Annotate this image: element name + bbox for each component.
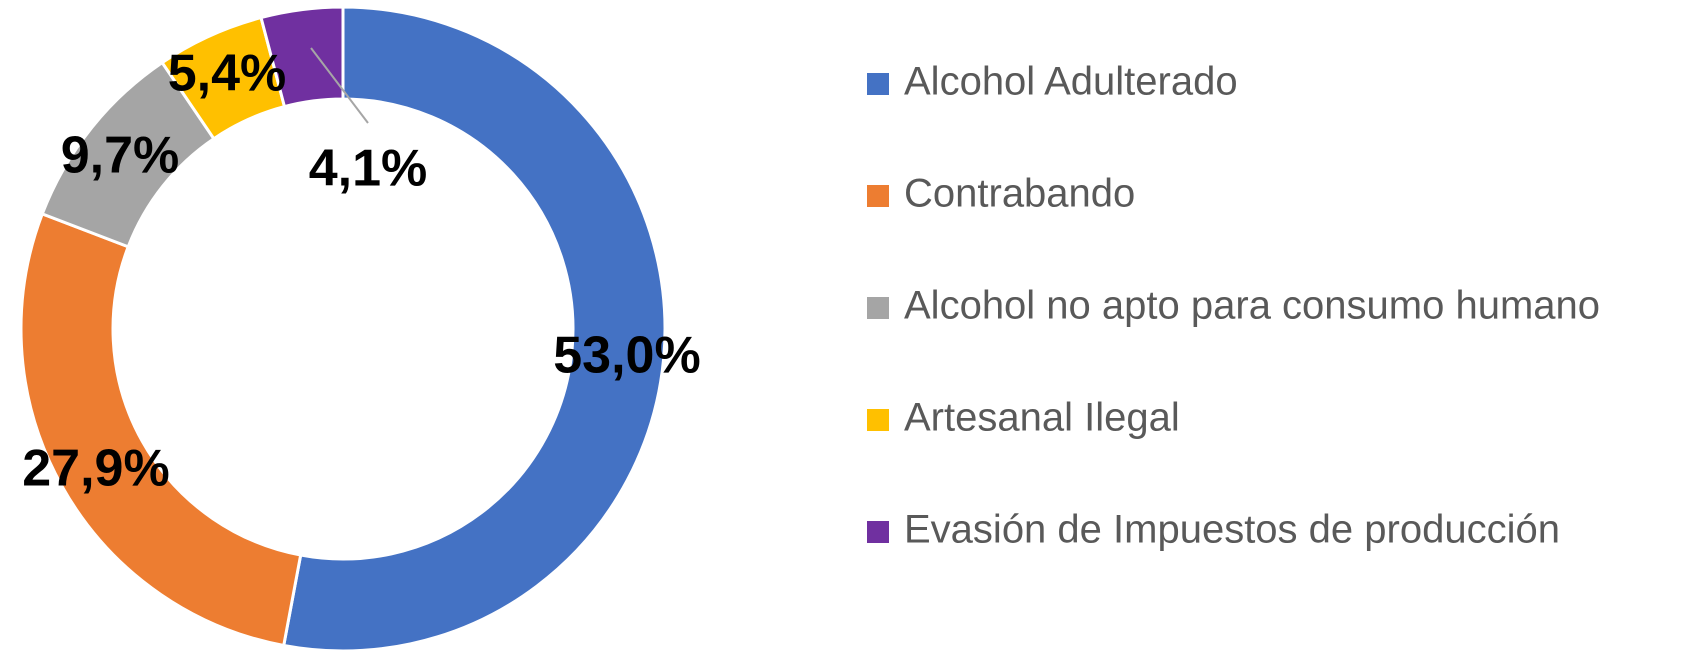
donut-segment [259, 5, 345, 109]
legend-swatch [867, 73, 889, 95]
data-label: 4,1% [309, 140, 428, 198]
legend-label: Contrabando [904, 172, 1135, 216]
donut-segment [19, 211, 303, 648]
legend-swatch [867, 297, 889, 319]
legend-label: Artesanal Ilegal [904, 396, 1180, 440]
legend-label: Alcohol Adulterado [904, 60, 1238, 104]
leader-line [310, 47, 369, 124]
data-label: 5,4% [168, 45, 287, 103]
data-label: 9,7% [61, 127, 180, 185]
legend-label: Evasión de Impuestos de producción [904, 508, 1560, 552]
data-label: 53,0% [553, 327, 700, 385]
legend-swatch [867, 521, 889, 543]
legend-swatch [867, 409, 889, 431]
data-label: 27,9% [22, 440, 169, 498]
legend-swatch [867, 185, 889, 207]
legend-label: Alcohol no apto para consumo humano [904, 284, 1600, 328]
